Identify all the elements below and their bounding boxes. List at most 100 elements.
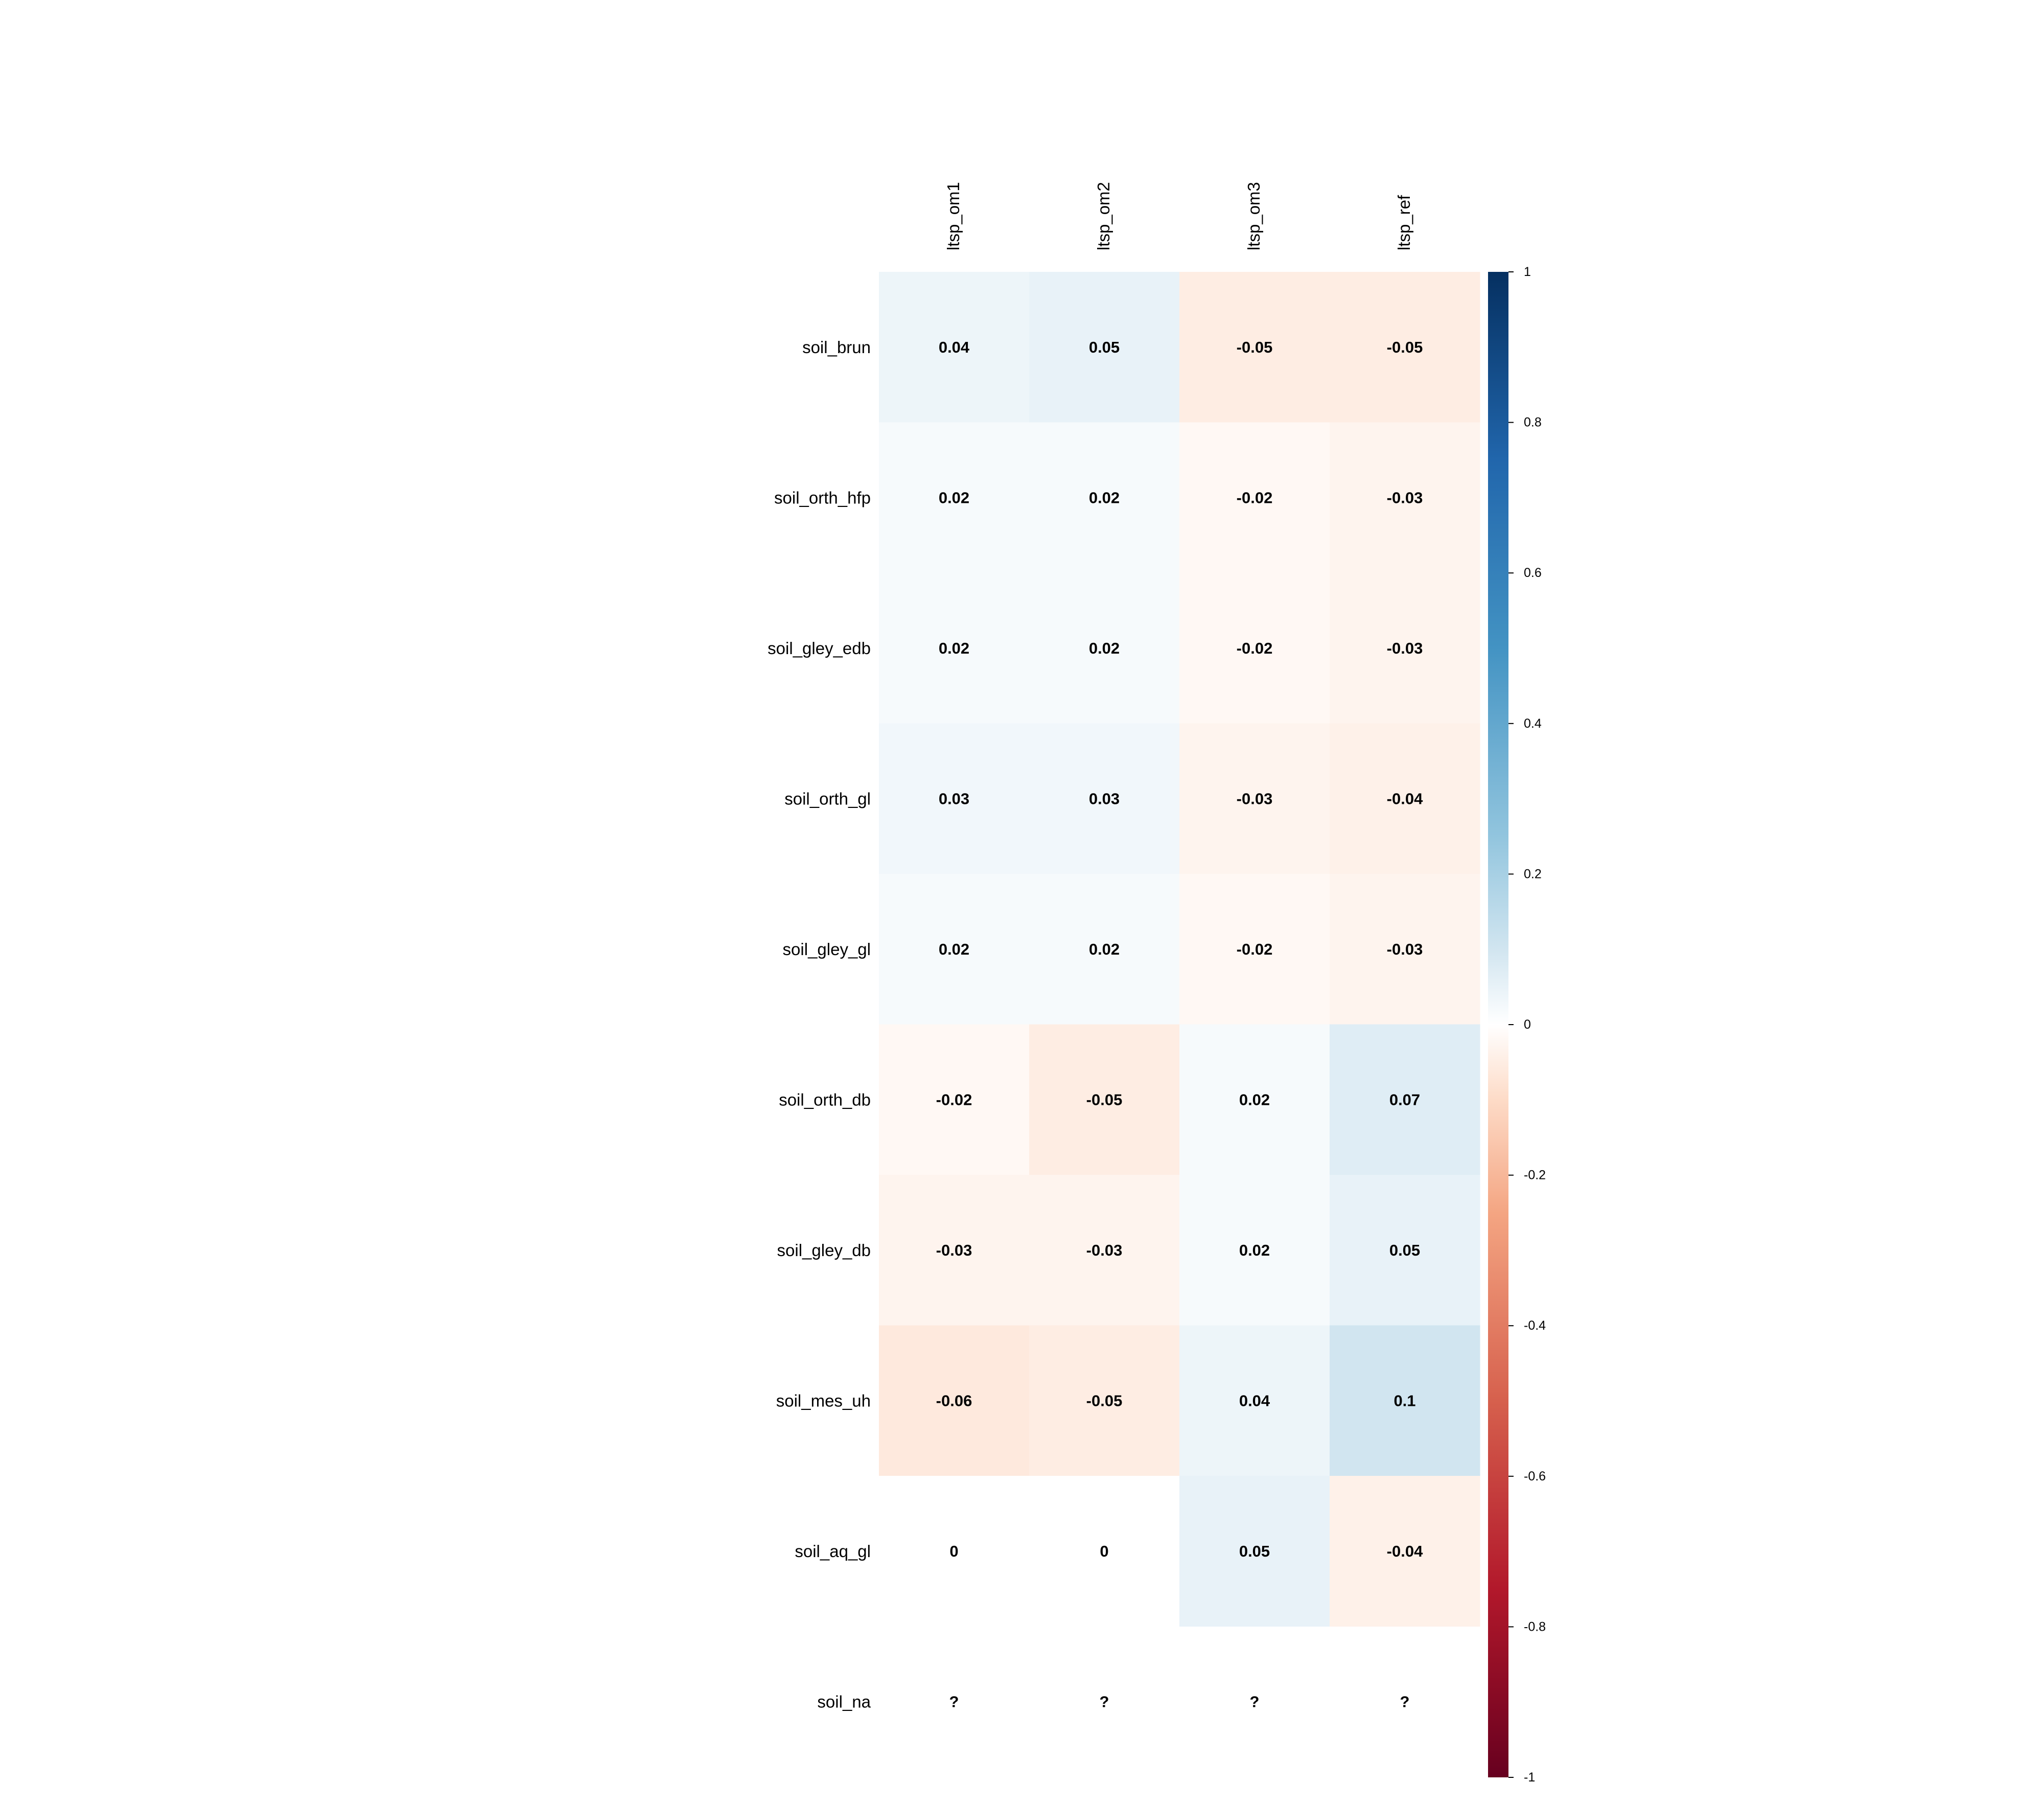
cell-value-label: 0.02	[1089, 489, 1120, 506]
heatmap-cell	[1330, 1476, 1480, 1627]
row-label: soil_brun	[802, 338, 871, 357]
heatmap-cell	[1029, 1024, 1180, 1175]
row-label: soil_mes_uh	[776, 1391, 871, 1410]
column-label: ltsp_om3	[1244, 182, 1263, 250]
color-legend-tick-label: -0.4	[1524, 1318, 1546, 1333]
cell-value-label: -0.02	[1237, 940, 1273, 958]
heatmap-cells	[879, 272, 1480, 1627]
cell-value-label: -0.04	[1387, 1542, 1423, 1560]
heatmap-cell	[1330, 1325, 1480, 1476]
heatmap-cell	[1179, 1024, 1330, 1175]
heatmap-cell	[879, 723, 1030, 874]
heatmap-cell	[1029, 272, 1180, 423]
color-legend-tick-label: 0.6	[1524, 566, 1542, 580]
color-legend-tick-label: 1	[1524, 265, 1531, 279]
heatmap-cell	[879, 1325, 1030, 1476]
heatmap-cell	[1179, 1325, 1330, 1476]
cell-value-labels: 0.04 0.05 -0.05 -0.05 0.02 0.02 -0.02 -0.03 0.02…	[936, 338, 1423, 1711]
cell-value-label: 0.04	[1239, 1392, 1270, 1409]
row-label: soil_orth_hfp	[774, 488, 871, 507]
cell-value-label: 0.1	[1393, 1392, 1415, 1409]
row-label: soil_orth_gl	[784, 789, 871, 808]
cell-value-label: -0.05	[1387, 338, 1423, 356]
cell-value-label: -0.02	[1237, 489, 1273, 506]
cell-value-label: -0.05	[1086, 1091, 1123, 1108]
cell-value-label: 0	[1100, 1542, 1108, 1560]
row-label: soil_gley_edb	[768, 639, 871, 658]
color-legend-tick-label: -1	[1524, 1770, 1535, 1785]
heatmap-cell	[1179, 1476, 1330, 1627]
cell-value-label: 0	[949, 1542, 958, 1560]
cell-value-label: 0.05	[1089, 338, 1120, 356]
heatmap-cell	[1330, 1024, 1480, 1175]
heatmap-cell	[1029, 573, 1180, 724]
cell-value-label: -0.03	[1086, 1241, 1123, 1259]
heatmap-cell	[1179, 874, 1330, 1025]
cell-value-label: 0.04	[939, 338, 970, 356]
color-legend-tick-label: 0.2	[1524, 867, 1542, 881]
column-label: ltsp_ref	[1395, 195, 1413, 250]
heatmap-cell	[1330, 874, 1480, 1025]
heatmap-cell	[1179, 1175, 1330, 1326]
heatmap-cell	[879, 272, 1030, 423]
heatmap-cell	[879, 573, 1030, 724]
color-legend: 1 0.8 0.6 0.4 0.2 0 -0.2 -0.4 -0.6 -0.8 -1	[1488, 265, 1546, 1785]
row-label: soil_aq_gl	[795, 1542, 871, 1561]
heatmap-cell	[879, 874, 1030, 1025]
cell-value-label: 0.03	[1089, 790, 1120, 807]
row-label: soil_gley_db	[777, 1241, 871, 1260]
heatmap-cell	[1179, 573, 1330, 724]
heatmap-cell	[1179, 422, 1330, 573]
heatmap-cell	[1029, 874, 1180, 1025]
cell-value-label: ?	[1100, 1693, 1109, 1710]
color-legend-tick-label: -0.6	[1524, 1469, 1546, 1484]
heatmap-cell	[1029, 1175, 1180, 1326]
cell-value-label: 0.02	[1089, 639, 1120, 657]
cell-value-label: 0.03	[939, 790, 969, 807]
cell-value-label: -0.05	[1086, 1392, 1123, 1409]
cell-value-label: -0.03	[936, 1241, 972, 1259]
cell-value-label: 0.02	[939, 639, 969, 657]
heatmap-cell	[1330, 573, 1480, 724]
cell-value-label: -0.03	[1237, 790, 1273, 807]
cell-value-label: -0.02	[936, 1091, 972, 1108]
row-label: soil_na	[817, 1692, 871, 1711]
cell-value-label: 0.02	[1089, 940, 1120, 958]
cell-value-label: -0.06	[936, 1392, 972, 1409]
color-legend-tick-label: -0.8	[1524, 1619, 1546, 1634]
cell-value-label: 0.02	[939, 489, 969, 506]
heatmap-cell	[1179, 272, 1330, 423]
heatmap-cell	[879, 1175, 1030, 1326]
heatmap-cell	[879, 1476, 1030, 1627]
color-legend-tick-label: 0.8	[1524, 415, 1542, 430]
cell-value-label: 0.07	[1389, 1091, 1420, 1108]
cell-value-label: -0.05	[1237, 338, 1273, 356]
heatmap-cell	[1330, 272, 1480, 423]
heatmap-cell	[1029, 723, 1180, 874]
cell-value-label: -0.03	[1387, 940, 1423, 958]
color-legend-tick-label: 0	[1524, 1017, 1531, 1032]
color-legend-tick-label: -0.2	[1524, 1168, 1546, 1183]
heatmap-cell	[879, 1024, 1030, 1175]
row-labels: soil_brun soil_orth_hfp soil_gley_edb soil_…	[768, 338, 871, 1711]
color-legend-bar	[1488, 272, 1508, 1777]
row-label: soil_orth_db	[779, 1090, 871, 1109]
cell-value-label: ?	[1400, 1693, 1410, 1710]
cell-value-label: ?	[949, 1693, 959, 1710]
heatmap-cell	[1029, 1325, 1180, 1476]
heatmap-cell	[1179, 723, 1330, 874]
heatmap-cell	[1029, 1476, 1180, 1627]
cell-value-label: 0.05	[1239, 1542, 1270, 1560]
column-label: ltsp_om1	[944, 182, 963, 250]
heatmap-cell	[879, 422, 1030, 573]
cell-value-label: -0.02	[1237, 639, 1273, 657]
cell-value-label: -0.04	[1387, 790, 1423, 807]
color-legend-tick-label: 0.4	[1524, 716, 1542, 731]
heatmap-cell	[1029, 422, 1180, 573]
cell-value-label: 0.02	[939, 940, 969, 958]
heatmap-cell	[1330, 422, 1480, 573]
row-label: soil_gley_gl	[783, 940, 871, 959]
cell-value-label: -0.03	[1387, 489, 1423, 506]
heatmap-cell	[1330, 1175, 1480, 1326]
